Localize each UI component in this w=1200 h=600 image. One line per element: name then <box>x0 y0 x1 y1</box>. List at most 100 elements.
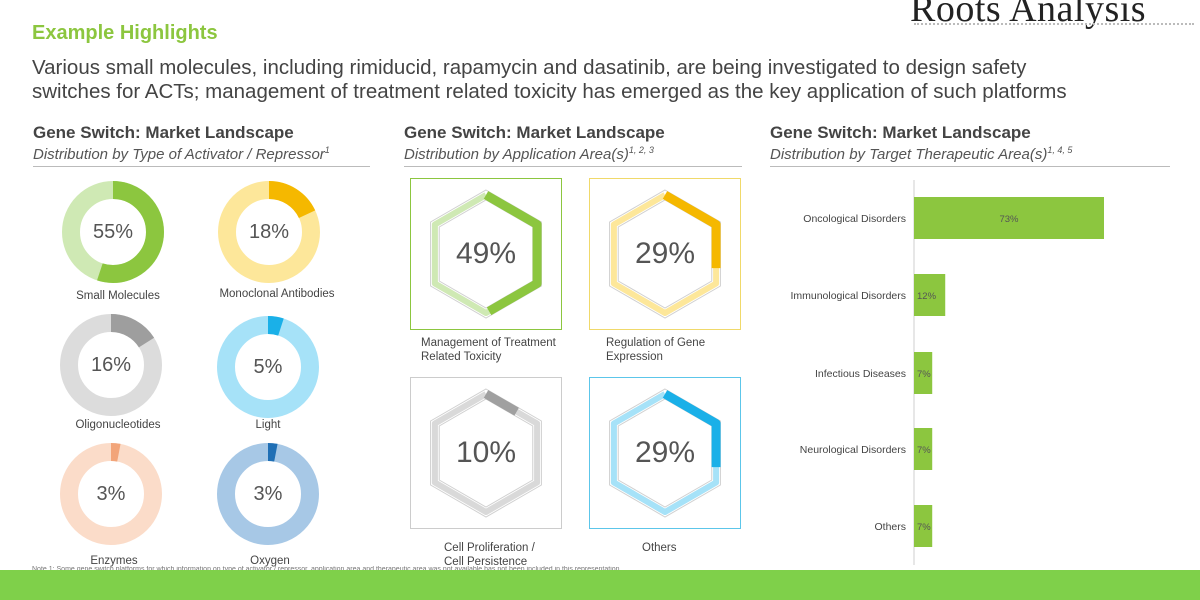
bar-0 <box>914 197 1104 239</box>
hexagon-outline-0 <box>430 189 542 319</box>
bar-value-label-4: 7% <box>917 522 931 533</box>
donut-value-0: 55% <box>92 221 134 243</box>
donut-value-1: 18% <box>248 221 290 243</box>
donut-value-4: 3% <box>96 483 126 505</box>
donut-svg-0 <box>62 181 164 283</box>
donut-1: 18% <box>214 177 324 287</box>
hexagon-value-1: 29% <box>634 237 696 270</box>
bar-value-label-1: 12% <box>917 291 937 302</box>
donut-slice-3 <box>217 316 319 418</box>
donut-svg-5 <box>217 443 319 545</box>
bar-chart-svg: Oncological Disorders 73% Immunological Di… <box>790 180 1104 565</box>
logo-tagline-line <box>914 23 1194 26</box>
application-box-1: 29% <box>589 178 741 330</box>
section-title: Example Highlights <box>32 22 218 44</box>
brand-logo: Roots Analysis <box>910 0 1200 30</box>
panel-1-subtitle-text: Distribution by Type of Activator / Repr… <box>33 146 325 163</box>
donut-svg-4 <box>60 443 162 545</box>
donut-5: 3% <box>213 439 323 549</box>
donut-0: 55% <box>58 177 168 287</box>
hexagon-svg-0 <box>430 189 542 319</box>
application-label-line2-2: Cell Persistence <box>444 556 528 568</box>
donut-value-5: 3% <box>253 483 283 505</box>
hexagon-outline-1 <box>609 189 721 319</box>
hexagon-svg-3 <box>609 388 721 518</box>
donut-slice-5 <box>217 443 319 545</box>
panel-2-title: Gene Switch: Market Landscape <box>404 123 665 142</box>
donut-slice-0 <box>62 181 164 283</box>
application-label-line2-1: Expression <box>606 351 663 363</box>
panel-1-subtitle: Distribution by Type of Activator / Repr… <box>33 145 330 163</box>
donut-label-5: Oxygen <box>250 555 290 567</box>
panel-3-title: Gene Switch: Market Landscape <box>770 123 1031 142</box>
subtitle-line-1: Various small molecules, including rimid… <box>32 56 1027 79</box>
panel-3-subtitle-text: Distribution by Target Therapeutic Area(… <box>770 146 1048 163</box>
panel-3-footnote-ref: 1, 4, 5 <box>1047 145 1073 155</box>
donut-4: 3% <box>56 439 166 549</box>
donut-slice-1 <box>218 181 320 283</box>
donut-label-0: Small Molecules <box>76 290 160 302</box>
panel-2-subtitle-text: Distribution by Application Area(s) <box>404 146 629 163</box>
application-label-line1-1: Regulation of Gene <box>606 337 706 349</box>
panel-1-title: Gene Switch: Market Landscape <box>33 123 294 142</box>
donut-label-2: Oligonucleotides <box>75 419 161 431</box>
application-label-2: Cell Proliferation / Cell Persistence <box>444 541 614 569</box>
donut-svg-3 <box>217 316 319 418</box>
hexagon-inner-outline-2 <box>438 398 534 508</box>
hexagon-value-0: 49% <box>455 237 517 270</box>
hexagon-progress-0 <box>430 191 542 318</box>
donut-slice-2 <box>60 314 162 416</box>
bar-category-label-2: Infectious Diseases <box>815 368 906 380</box>
donut-value-3: 5% <box>253 356 283 378</box>
footnote: Note 1: Some gene switch platforms for w… <box>32 566 620 570</box>
bar-category-label-4: Others <box>874 521 906 533</box>
hexagon-svg-1 <box>609 189 721 319</box>
donut-label-1: Monoclonal Antibodies <box>219 288 335 300</box>
bar-4 <box>914 505 933 547</box>
panel-2-subtitle: Distribution by Application Area(s)1, 2,… <box>404 145 654 163</box>
donut-svg-2 <box>60 314 162 416</box>
hexagon-outline-2 <box>430 388 542 518</box>
donut-label-4: Enzymes <box>90 555 138 567</box>
donut-2: 16% <box>56 310 166 420</box>
hexagon-progress-3 <box>609 390 721 517</box>
application-box-2: 10% <box>410 377 562 529</box>
application-box-0: 49% <box>410 178 562 330</box>
application-label-line1-2: Cell Proliferation / <box>444 542 535 554</box>
bar-value-label-3: 7% <box>917 445 931 456</box>
bar-3 <box>914 428 933 470</box>
hexagon-progress-1 <box>609 191 721 318</box>
page-subtitle: Various small molecules, including rimid… <box>32 56 1142 104</box>
bar-2 <box>914 352 933 394</box>
donut-value-2: 16% <box>90 354 132 376</box>
application-label-line2-0: Related Toxicity <box>421 351 502 363</box>
bar-category-label-3: Neurological Disorders <box>800 444 906 456</box>
application-box-3: 29% <box>589 377 741 529</box>
donut-3: 5% <box>213 312 323 422</box>
bar-1 <box>914 274 946 316</box>
hexagon-value-3: 29% <box>634 436 696 469</box>
hexagon-outline-3 <box>609 388 721 518</box>
panel-1-divider <box>33 166 370 167</box>
therapeutic-area-bar-chart: Oncological Disorders 73% Immunological Di… <box>770 180 1170 565</box>
donut-svg-1 <box>218 181 320 283</box>
bar-category-label-1: Immunological Disorders <box>790 290 906 302</box>
panel-1-footnote-ref: 1 <box>324 145 330 155</box>
bar-value-label-2: 7% <box>917 369 931 380</box>
panel-2-divider <box>404 166 742 167</box>
application-label-0: Management of Treatment Related Toxicity <box>421 336 591 364</box>
application-label-line1-3: Others <box>642 542 677 554</box>
bar-value-label-0: 73% <box>999 214 1019 225</box>
panel-3-divider <box>770 166 1170 167</box>
hexagon-track-2 <box>431 391 541 515</box>
donut-label-3: Light <box>255 419 281 431</box>
footer-band <box>0 570 1200 600</box>
application-label-line1-0: Management of Treatment <box>421 337 556 349</box>
bar-category-label-0: Oncological Disorders <box>803 213 906 225</box>
application-label-1: Regulation of Gene Expression <box>606 336 776 364</box>
hexagon-svg-2 <box>430 388 542 518</box>
panel-3-subtitle: Distribution by Target Therapeutic Area(… <box>770 145 1072 163</box>
donut-slice-4 <box>60 443 162 545</box>
application-label-3: Others <box>642 541 812 555</box>
panel-2-footnote-ref: 1, 2, 3 <box>628 145 654 155</box>
